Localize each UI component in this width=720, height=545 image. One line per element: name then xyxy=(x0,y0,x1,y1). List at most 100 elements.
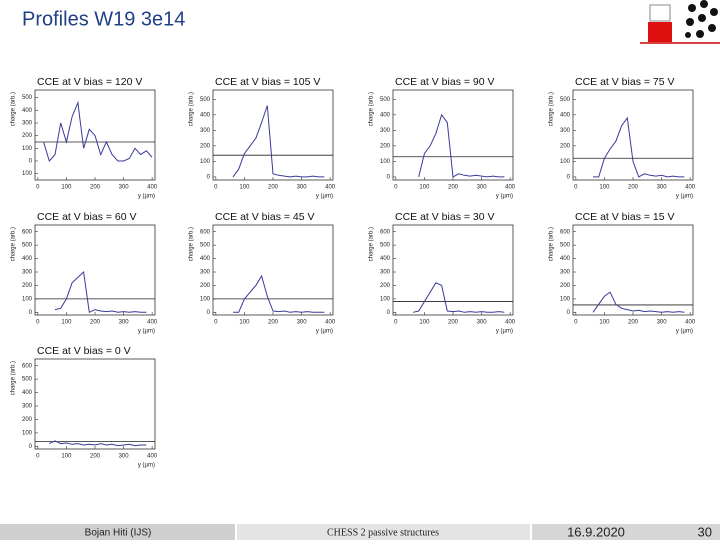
footer-page: 30 xyxy=(698,524,712,539)
y-tick-label: 300 xyxy=(380,270,391,276)
plot-frame xyxy=(392,224,514,316)
footer-topic: CHESS 2 passive structures xyxy=(327,527,439,538)
y-tick-label: 100 xyxy=(560,159,571,165)
y-tick-label: 500 xyxy=(22,95,33,101)
profile-line xyxy=(412,282,505,313)
y-tick-label: 0 xyxy=(207,310,211,316)
x-tick-label: 400 xyxy=(325,185,336,191)
y-axis-label: charge (arb.) xyxy=(11,227,17,261)
panel-title: CCE at V bias = 45 V xyxy=(215,211,315,223)
y-tick-label: 300 xyxy=(560,128,571,134)
x-tick-label: 200 xyxy=(90,185,101,191)
panel-title: CCE at V bias = 15 V xyxy=(575,211,675,223)
y-axis-label: charge (arb.) xyxy=(549,92,555,126)
x-tick-label: 0 xyxy=(214,185,218,191)
y-axis-label: charge (arb.) xyxy=(369,92,375,126)
x-tick-label: 300 xyxy=(477,320,488,326)
x-tick-label: 200 xyxy=(90,320,101,326)
y-tick-label: 300 xyxy=(380,128,391,134)
x-tick-label: 100 xyxy=(599,185,610,191)
x-axis-label: y (µm) xyxy=(316,329,333,335)
y-tick-label: 600 xyxy=(22,229,33,235)
y-tick-label: 600 xyxy=(22,363,33,369)
x-tick-label: 400 xyxy=(147,454,158,460)
x-tick-label: 100 xyxy=(419,185,430,191)
x-tick-label: 400 xyxy=(685,185,696,191)
x-axis-label: y (µm) xyxy=(496,194,513,200)
x-tick-label: 400 xyxy=(685,320,696,326)
profile-line xyxy=(54,270,147,314)
plot-frame xyxy=(392,89,514,181)
x-tick-label: 100 xyxy=(239,185,250,191)
x-tick-label: 200 xyxy=(448,320,459,326)
logo xyxy=(640,0,720,44)
y-tick-label: 200 xyxy=(560,143,571,149)
profile-line xyxy=(593,116,685,178)
y-tick-label: 400 xyxy=(560,256,571,262)
x-axis-label: y (µm) xyxy=(138,463,155,469)
panel-title: CCE at V bias = 0 V xyxy=(37,345,131,357)
y-axis-label: charge (arb.) xyxy=(549,227,555,261)
y-tick-label: 300 xyxy=(560,270,571,276)
x-tick-label: 0 xyxy=(214,320,218,326)
plot-frame xyxy=(572,89,694,181)
y-tick-label: 0 xyxy=(207,174,211,180)
x-axis-label: y (µm) xyxy=(676,194,693,200)
profile-line xyxy=(49,440,147,447)
y-tick-label: 100 xyxy=(200,159,211,165)
x-axis-label: y (µm) xyxy=(676,329,693,335)
y-tick-label: 100 xyxy=(22,171,33,177)
plot-frame xyxy=(212,89,334,181)
y-tick-label: 600 xyxy=(200,229,211,235)
panel-title: CCE at V bias = 105 V xyxy=(215,76,320,88)
y-axis-label: charge (arb.) xyxy=(11,92,17,126)
y-tick-label: 100 xyxy=(380,296,391,302)
profile-line xyxy=(233,274,325,313)
y-tick-label: 200 xyxy=(22,283,33,289)
panel: CCE at V bias = 75 V charge (arb.) y (µm) 0… xyxy=(549,76,696,200)
panel: CCE at V bias = 90 V charge (arb.) y (µm) 0… xyxy=(369,76,516,200)
x-tick-label: 100 xyxy=(599,320,610,326)
profile-line xyxy=(592,291,685,313)
panel: CCE at V bias = 120 V charge (arb.) y (µm)… xyxy=(11,76,158,200)
profile-line xyxy=(232,105,325,178)
y-tick-label: 0 xyxy=(29,444,33,450)
y-tick-label: 100 xyxy=(380,159,391,165)
x-tick-label: 200 xyxy=(268,185,279,191)
x-tick-label: 0 xyxy=(36,320,40,326)
x-tick-label: 400 xyxy=(505,320,516,326)
x-tick-label: 100 xyxy=(61,454,72,460)
y-tick-label: 200 xyxy=(560,283,571,289)
panel: CCE at V bias = 30 V charge (arb.) y (µm) 0… xyxy=(369,211,516,335)
y-tick-label: 200 xyxy=(200,283,211,289)
x-tick-label: 400 xyxy=(325,320,336,326)
y-tick-label: 300 xyxy=(22,121,33,127)
y-tick-label: 500 xyxy=(560,97,571,103)
x-tick-label: 200 xyxy=(628,320,639,326)
x-tick-label: 300 xyxy=(119,320,130,326)
y-tick-label: 100 xyxy=(560,296,571,302)
y-tick-label: 0 xyxy=(29,310,33,316)
panel-title: CCE at V bias = 60 V xyxy=(37,211,137,223)
y-tick-label: 400 xyxy=(22,108,33,114)
y-tick-label: 0 xyxy=(567,174,571,180)
y-axis-label: charge (arb.) xyxy=(189,92,195,126)
y-tick-label: 400 xyxy=(560,112,571,118)
profile-line xyxy=(418,113,505,178)
panel-title: CCE at V bias = 120 V xyxy=(37,76,142,88)
y-tick-label: 400 xyxy=(200,112,211,118)
plot-frame xyxy=(572,224,694,316)
x-tick-label: 300 xyxy=(119,185,130,191)
x-tick-label: 0 xyxy=(36,454,40,460)
x-tick-label: 400 xyxy=(147,185,158,191)
x-tick-label: 0 xyxy=(36,185,40,191)
y-tick-label: 100 xyxy=(200,296,211,302)
profile-line xyxy=(43,100,153,163)
x-tick-label: 200 xyxy=(90,454,101,460)
y-axis-label: charge (arb.) xyxy=(189,227,195,261)
panel: CCE at V bias = 15 V charge (arb.) y (µm) 0… xyxy=(549,211,696,335)
y-tick-label: 500 xyxy=(200,97,211,103)
y-tick-label: 200 xyxy=(380,143,391,149)
panel: CCE at V bias = 0 V charge (arb.) y (µm) 0 1… xyxy=(11,345,158,469)
